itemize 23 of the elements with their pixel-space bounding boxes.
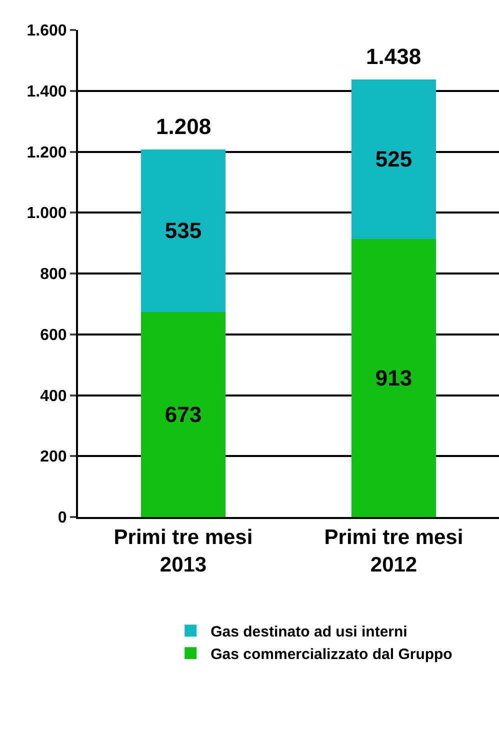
y-tick-label: 800 bbox=[40, 266, 67, 284]
y-tick-label: 1.600 bbox=[26, 22, 67, 40]
data-label: 525 bbox=[375, 146, 412, 172]
legend-label: Gas destinato ad usi interni bbox=[210, 624, 408, 640]
total-label: 1.438 bbox=[366, 44, 422, 69]
bar bbox=[352, 79, 436, 240]
data-label: 535 bbox=[164, 218, 202, 244]
y-tick-label: 0 bbox=[58, 510, 67, 527]
y-tick-label: 400 bbox=[40, 388, 67, 405]
data-label: 913 bbox=[375, 366, 412, 391]
y-tick-label: 600 bbox=[40, 326, 67, 344]
y-tick-label: 1.400 bbox=[26, 83, 67, 100]
x-tick-label: Primi tre mesi 2013 bbox=[114, 526, 253, 576]
x-tick-label: Primi tre mesi 2012 bbox=[324, 526, 464, 576]
total-label: 1.208 bbox=[156, 114, 212, 139]
bar bbox=[141, 312, 226, 517]
data-label: 673 bbox=[164, 402, 202, 428]
y-tick-label: 1.200 bbox=[26, 144, 67, 162]
bar bbox=[141, 149, 226, 312]
y-tick-label: 1.000 bbox=[26, 205, 67, 222]
bar bbox=[352, 239, 436, 517]
legend-label: Gas commercializzato dal Gruppo bbox=[210, 646, 452, 663]
y-tick-label: 200 bbox=[40, 448, 67, 466]
